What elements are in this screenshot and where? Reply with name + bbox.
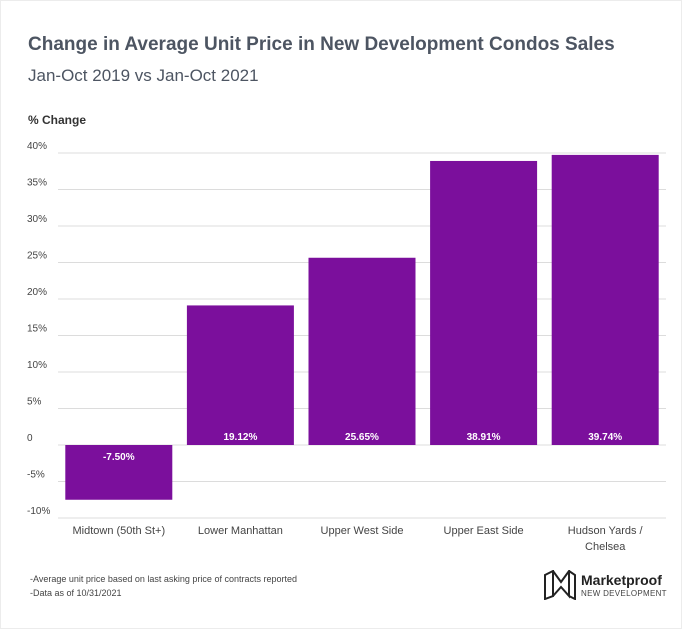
- x-tick-label: Hudson Yards /: [568, 525, 644, 537]
- data-label: 25.65%: [345, 432, 379, 443]
- marketproof-logo: Marketproof NEW DEVELOPMENT: [543, 567, 673, 602]
- bar-chart: 40% 35% 30% 25% 20% 15% 10% 5% 0 -5% -10% -7.50% Mid…: [27, 141, 666, 553]
- y-tick-label: 40%: [27, 141, 47, 152]
- footnotes: -Average unit price based on last asking…: [30, 572, 297, 600]
- bar: [308, 257, 416, 445]
- y-tick-label: -5%: [27, 470, 45, 481]
- chart-subtitle: Jan-Oct 2019 vs Jan-Oct 2021: [28, 66, 259, 85]
- x-tick-label: Upper East Side: [444, 525, 524, 537]
- x-tick-label: Upper West Side: [321, 525, 404, 537]
- footnote-1: -Average unit price based on last asking…: [30, 574, 297, 584]
- data-label: 39.74%: [588, 432, 622, 443]
- y-tick-label: 20%: [27, 287, 47, 298]
- x-tick-label: Chelsea: [585, 541, 626, 553]
- x-tick-label: Lower Manhattan: [198, 525, 283, 537]
- y-tick-label: 35%: [27, 178, 47, 189]
- marketproof-logo-icon: [544, 567, 576, 601]
- y-tick-label: 0: [27, 433, 33, 444]
- bar: [551, 154, 659, 445]
- y-tick-label: 10%: [27, 360, 47, 371]
- y-axis-label: % Change: [28, 113, 87, 127]
- bar: [430, 160, 538, 445]
- bar: [65, 445, 173, 500]
- chart-title: Change in Average Unit Price in New Deve…: [28, 34, 615, 55]
- data-label: 19.12%: [223, 432, 257, 443]
- logo-name: Marketproof: [581, 572, 662, 588]
- logo-tagline: NEW DEVELOPMENT: [581, 589, 667, 598]
- y-tick-label: -10%: [27, 506, 50, 517]
- footnote-2: -Data as of 10/31/2021: [30, 588, 122, 598]
- y-tick-label: 30%: [27, 214, 47, 225]
- bar: [186, 305, 294, 445]
- y-tick-label: 25%: [27, 251, 47, 262]
- x-tick-label: Midtown (50th St+): [72, 525, 165, 537]
- y-tick-label: 5%: [27, 397, 42, 408]
- y-tick-label: 15%: [27, 324, 47, 335]
- data-label: 38.91%: [467, 432, 501, 443]
- data-label: -7.50%: [103, 452, 135, 463]
